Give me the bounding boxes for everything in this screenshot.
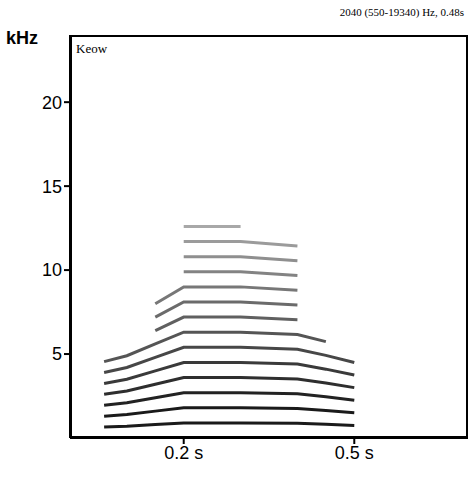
svg-text:20: 20 [42,93,62,113]
svg-text:10: 10 [42,260,62,280]
svg-text:0.2 s: 0.2 s [164,443,203,463]
svg-text:15: 15 [42,177,62,197]
html-text:kHz: kHz [6,28,38,48]
svg-text:5: 5 [52,344,62,364]
html-text:2040 (550-19340) Hz, 0.48s: 2040 (550-19340) Hz, 0.48s [339,6,464,18]
svg-text:0.5 s: 0.5 s [335,443,374,463]
html-text:Keow: Keow [76,41,107,56]
